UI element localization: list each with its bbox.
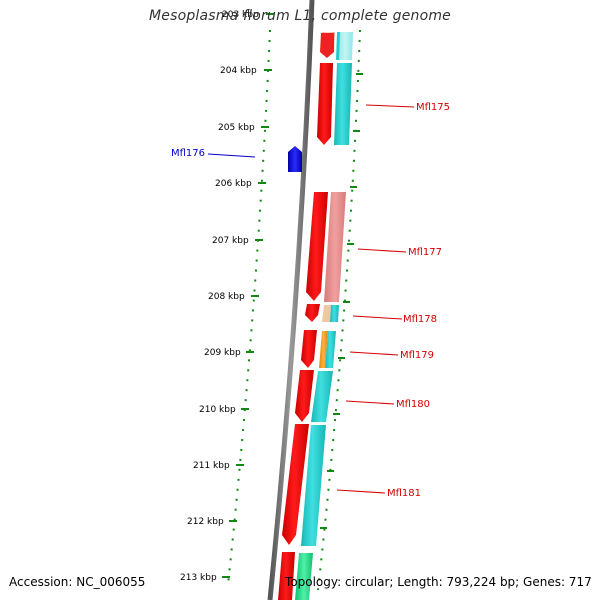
- cds-feature-mfl178[interactable]: [305, 304, 320, 322]
- cds-feature-mfl180[interactable]: [295, 370, 314, 422]
- cog-feature[interactable]: [295, 553, 313, 600]
- tick-label-208: 208 kbp: [208, 292, 245, 302]
- gene-label-mfl177[interactable]: Mfl177: [408, 247, 442, 258]
- cog-feature[interactable]: [324, 192, 346, 302]
- tick-label-207: 207 kbp: [212, 236, 249, 246]
- tick-label-210: 210 kbp: [199, 405, 236, 415]
- cds-feature[interactable]: [278, 552, 295, 600]
- topology-label: Topology: circular; Length: 793,224 bp; …: [285, 575, 592, 589]
- ruler-ticks-right: [320, 73, 363, 529]
- cds-feature-mfl179[interactable]: [301, 330, 317, 368]
- tick-label-213: 213 kbp: [180, 573, 217, 583]
- label-leaders: [207, 104, 415, 494]
- cds-feature-mfl181[interactable]: [282, 424, 309, 545]
- ruler-dotted-left: [227, 29, 271, 586]
- cds-track: [278, 32, 335, 600]
- gene-label-mfl178[interactable]: Mfl178: [403, 314, 437, 325]
- cog-feature[interactable]: [336, 32, 340, 60]
- genome-backbone: [267, 0, 315, 600]
- tick-label-211: 211 kbp: [193, 461, 230, 471]
- cds-feature-mfl176[interactable]: [288, 146, 302, 172]
- map-title: Mesoplasma florum L1, complete genome: [148, 8, 451, 24]
- tick-label-204: 204 kbp: [220, 66, 257, 76]
- cog-feature[interactable]: [334, 63, 352, 145]
- gene-label-mfl180[interactable]: Mfl180: [396, 399, 430, 410]
- cds-feature[interactable]: [320, 33, 334, 58]
- cog-track: [295, 32, 353, 600]
- gene-label-mfl176[interactable]: Mfl176: [171, 148, 205, 159]
- ruler-dotted-right: [317, 29, 361, 591]
- cog-feature[interactable]: [330, 305, 339, 322]
- cog-feature[interactable]: [322, 305, 331, 322]
- cog-feature[interactable]: [301, 425, 326, 546]
- cog-feature[interactable]: [337, 32, 353, 60]
- tick-label-205: 205 kbp: [218, 123, 255, 133]
- cds-feature-mfl175[interactable]: [317, 63, 333, 145]
- tick-label-209: 209 kbp: [204, 348, 241, 358]
- cog-feature[interactable]: [325, 331, 336, 368]
- tick-label-203: 203 kbp: [222, 10, 259, 20]
- ruler-ticks: [222, 13, 274, 578]
- gene-label-mfl175[interactable]: Mfl175: [416, 102, 450, 113]
- gene-label-mfl179[interactable]: Mfl179: [400, 350, 434, 361]
- accession-label: Accession: NC_006055: [9, 575, 146, 589]
- tick-label-206: 206 kbp: [215, 179, 252, 189]
- tick-label-212: 212 kbp: [187, 517, 224, 527]
- cds-feature-mfl177[interactable]: [306, 192, 328, 301]
- cog-feature[interactable]: [311, 371, 333, 422]
- gene-label-mfl181[interactable]: Mfl181: [387, 488, 421, 499]
